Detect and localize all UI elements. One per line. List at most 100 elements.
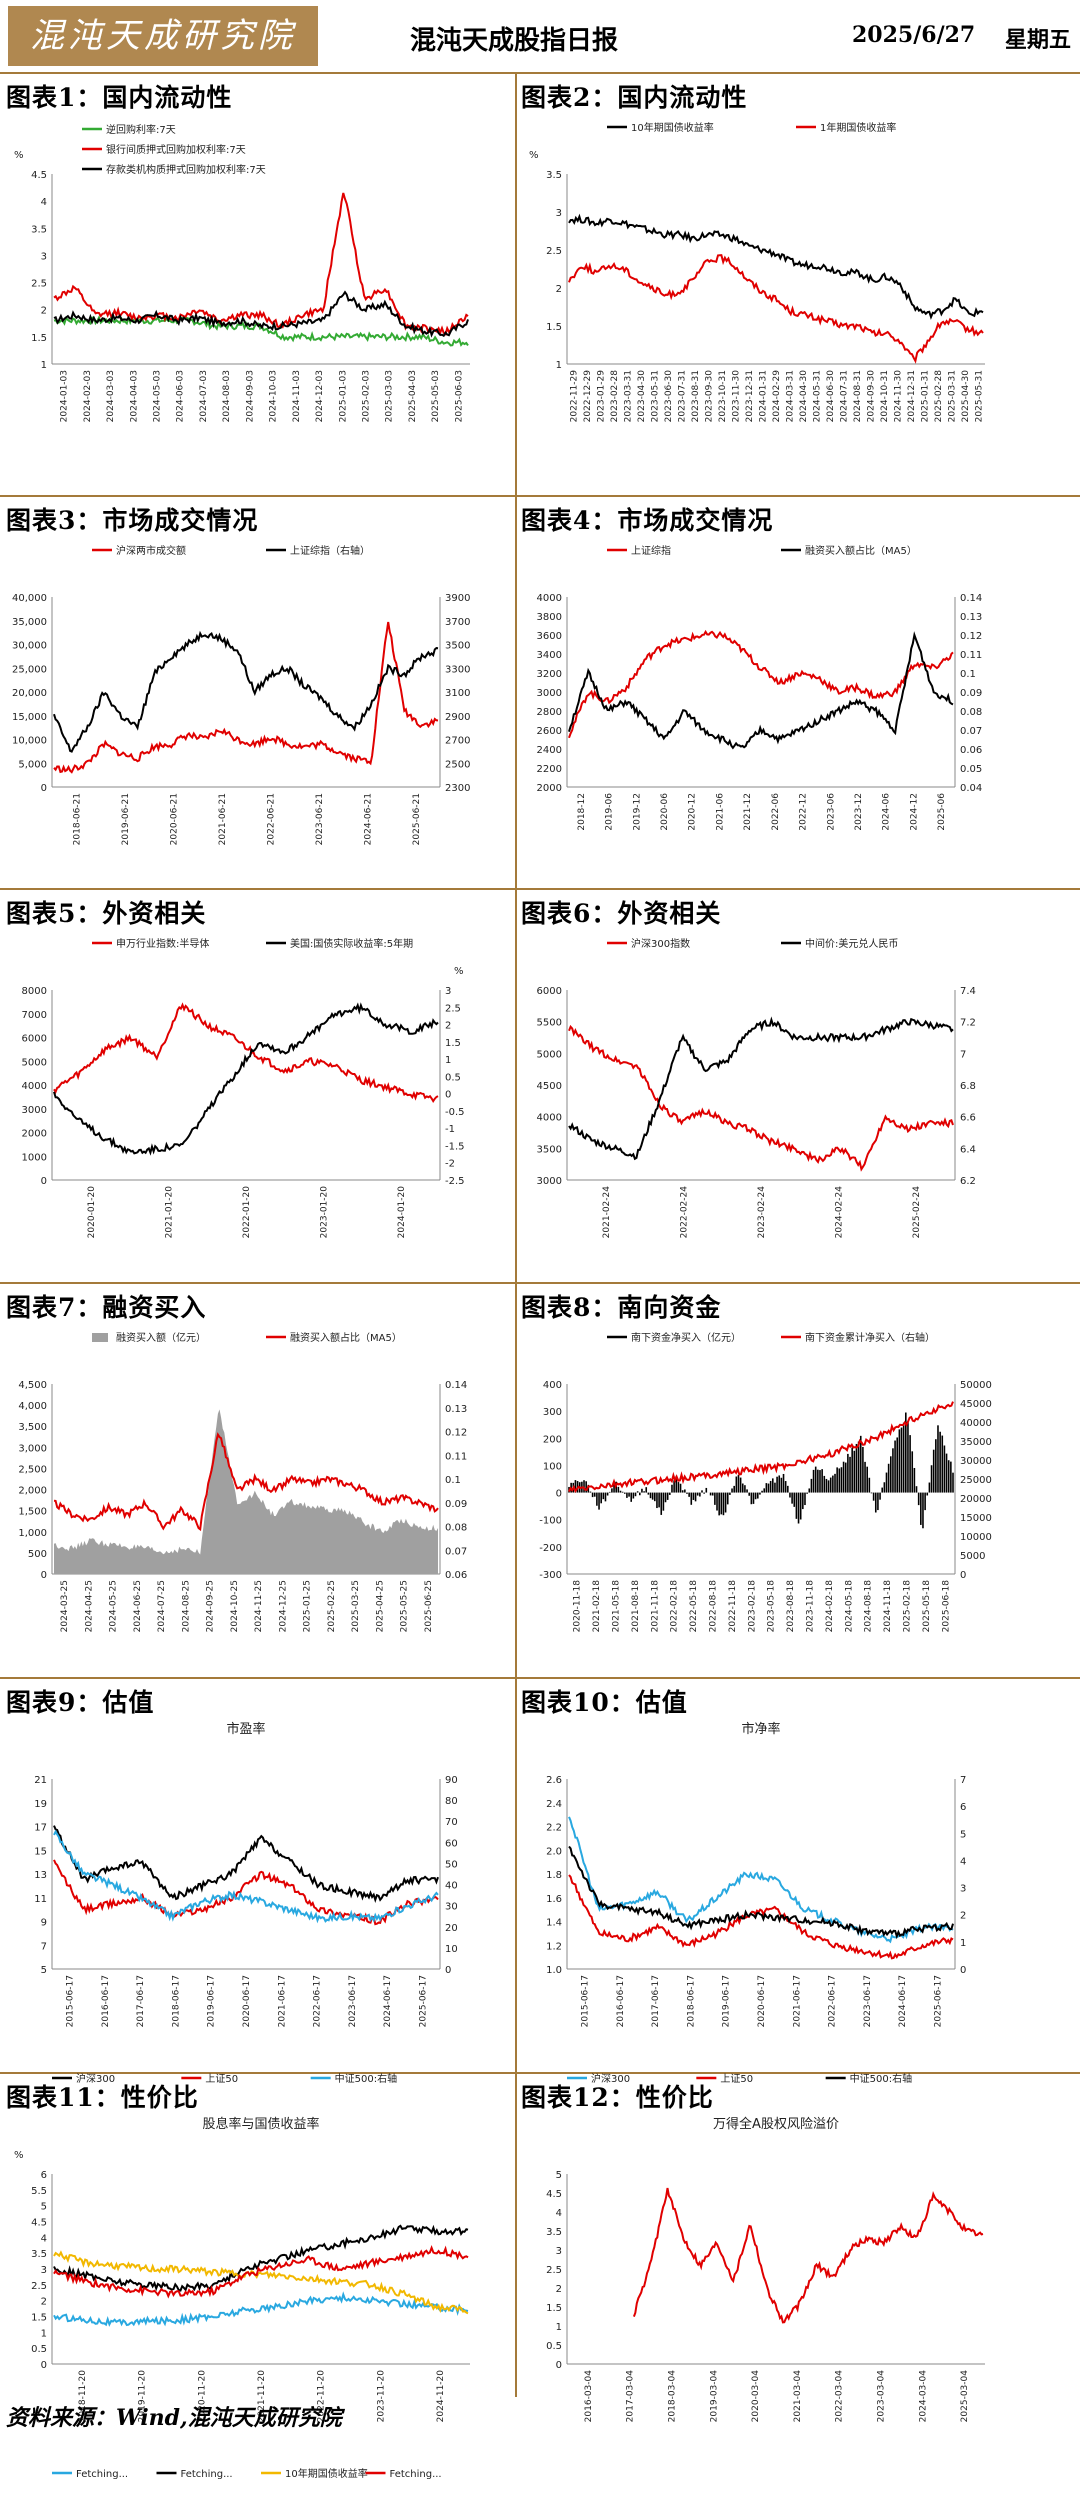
x-tick-label: 2023-10-31 [718, 370, 728, 422]
series-line [53, 1432, 439, 1532]
y-tick-label: 0 [41, 1570, 47, 1581]
chart-title: 图表10：估值 [521, 1688, 688, 1717]
series-line [568, 1816, 954, 1944]
y-tick-label: 4 [41, 197, 47, 208]
x-tick-label: 2018-06-17 [171, 1975, 181, 2027]
y-tick-label: 500 [28, 1549, 47, 1560]
y-tick-label: 1.0 [546, 1965, 562, 1976]
x-tick-label: 2024-08-03 [222, 370, 232, 422]
y-tick-label: 4,500 [18, 1380, 47, 1391]
y-tick-label: 4 [41, 2233, 47, 2244]
row-divider [0, 1282, 1080, 1284]
y-tick-label-right: 35000 [960, 1437, 992, 1448]
legend-label: 上证50 [205, 2073, 238, 2085]
x-tick-label: 2024-08-18 [864, 1580, 874, 1633]
x-tick-label: 2015-06-17 [581, 1975, 591, 2027]
series-line [53, 630, 439, 753]
y-tick-label-right: 2.5 [445, 1003, 461, 1014]
chart-9-svg: 市盈率 5 7 9 11 13 15 17 19 21 0 10 20 30 40 50 60 70 80 90 201… [34, 1721, 458, 2085]
y-tick-label: 5,000 [18, 759, 47, 770]
y-tick-label-right: 10000 [960, 1532, 992, 1543]
y-tick-label-right: 6.6 [960, 1113, 976, 1124]
y-tick-label: 21 [34, 1775, 47, 1786]
x-tick-label: 2024-05-31 [812, 370, 822, 422]
legend-label: 沪深300 [76, 2072, 115, 2085]
x-tick-label: 2022-12 [799, 793, 809, 831]
x-tick-label: 2021-05-18 [612, 1580, 622, 1633]
x-tick-label: 2025-01-03 [338, 370, 348, 422]
y-tick-label: 0 [556, 1489, 562, 1500]
x-tick-label: 2022-06-17 [313, 1975, 323, 2027]
x-tick-label: 2016-06-17 [616, 1975, 626, 2027]
chart-title: 图表8：南向资金 [521, 1293, 722, 1322]
y-tick-label-right: 4 [960, 1856, 966, 1867]
series-line [568, 1874, 954, 1960]
y-tick-label: 5 [41, 1965, 47, 1976]
y-tick-label-right: 0.14 [445, 1380, 467, 1391]
column-divider [515, 72, 517, 2397]
x-tick-label: 2021-06-17 [277, 1975, 287, 2027]
series-line [53, 314, 469, 347]
y-tick-label-right: 0.14 [960, 593, 982, 604]
x-tick-label: 2024-05-18 [844, 1580, 854, 1633]
x-tick-label: 2021-08-18 [631, 1580, 641, 1633]
x-tick-label: 2025-02-18 [903, 1580, 913, 1633]
x-tick-label: 2024-10-25 [230, 1580, 240, 1632]
legend-label: 中间价:美元兑人民币 [805, 937, 898, 950]
y-tick-label: 2.2 [546, 1823, 562, 1834]
y-tick-label-right: 0 [960, 1570, 966, 1581]
y-tick-label: 20,000 [12, 688, 47, 699]
y-tick-label: 15 [34, 1846, 47, 1857]
y-tick-label: 9 [41, 1918, 47, 1929]
x-tick-label: 2022-05-18 [689, 1580, 699, 1633]
legend-label: 存款类机构质押式回购加权利率:7天 [106, 163, 266, 176]
x-tick-label: 2023-11-20 [376, 2370, 386, 2423]
y-tick-label: 1 [556, 360, 562, 371]
y-tick-label-right: 3100 [445, 688, 470, 699]
y-tick-label: 8000 [22, 986, 47, 997]
series-line [53, 290, 469, 338]
y-tick-label-right: 25000 [960, 1475, 992, 1486]
chart-panel-10: 图表10：估值 市净率 1.0 1.2 1.4 1.6 1.8 2.0 2.2 2.4 2.6 0 1 2… [515, 1679, 1055, 2099]
x-tick-label: 2018-03-04 [668, 2370, 678, 2423]
y-tick-label: 25,000 [12, 664, 47, 675]
chart-title: 图表2：国内流动性 [521, 83, 748, 112]
x-tick-label: 2021-02-24 [602, 1186, 612, 1239]
brand-logo-text: 混沌天成研究院 [30, 16, 296, 56]
y-tick-label-right: 0.07 [960, 726, 982, 737]
x-tick-label: 2023-08-31 [691, 370, 701, 422]
x-tick-label: 2024-02-18 [825, 1580, 835, 1633]
x-tick-label: 2022-11-18 [728, 1580, 738, 1633]
y-tick-label: 2.0 [546, 1846, 562, 1857]
y-tick-label: 3 [41, 2265, 47, 2276]
y-tick-label: 2,000 [18, 1486, 47, 1497]
x-tick-label: 2021-11-18 [650, 1580, 660, 1633]
x-tick-label: 2022-08-18 [709, 1580, 719, 1633]
x-tick-label: 2023-03-31 [624, 370, 634, 422]
x-tick-label: 2024-10-31 [880, 370, 890, 422]
chart-3-svg: 0 5,000 10,000 15,000 20,000 25,000 30,000 35,0… [12, 544, 470, 845]
y-tick-label: 7 [41, 1941, 47, 1952]
x-tick-label: 2020-03-04 [751, 2370, 761, 2423]
report-header: 混沌天成研究院 混沌天成股指日报 2025/6/27 星期五 [0, 0, 1080, 74]
x-tick-label: 2024-02-03 [83, 370, 93, 422]
y-tick-label-right: 40 [445, 1881, 458, 1892]
y-tick-label: 1.4 [546, 1918, 562, 1929]
y-tick-label: 6000 [22, 1034, 47, 1045]
y-tick-label-right: 50 [445, 1859, 458, 1870]
x-tick-label: 2022-06-21 [266, 793, 276, 845]
y-tick-label-right: 3700 [445, 617, 470, 628]
report-weekday: 星期五 [1005, 27, 1072, 53]
y-tick-label-right: 3 [445, 986, 451, 997]
y-tick-label: 5000 [537, 1049, 562, 1060]
y-tick-label: 3800 [537, 612, 562, 623]
x-tick-label: 2025-03-03 [385, 370, 395, 422]
y-tick-label: 3200 [537, 669, 562, 680]
y-tick-label-right: 0.09 [445, 1499, 467, 1510]
chart-title: 图表4：市场成交情况 [521, 506, 774, 535]
y-tick-label: 300 [543, 1407, 562, 1418]
y-tick-label: 2,500 [18, 1464, 47, 1475]
y-tick-label-right: 50000 [960, 1380, 992, 1391]
x-tick-label: 2024-11-18 [883, 1580, 893, 1633]
y-tick-label: 3000 [22, 1105, 47, 1116]
